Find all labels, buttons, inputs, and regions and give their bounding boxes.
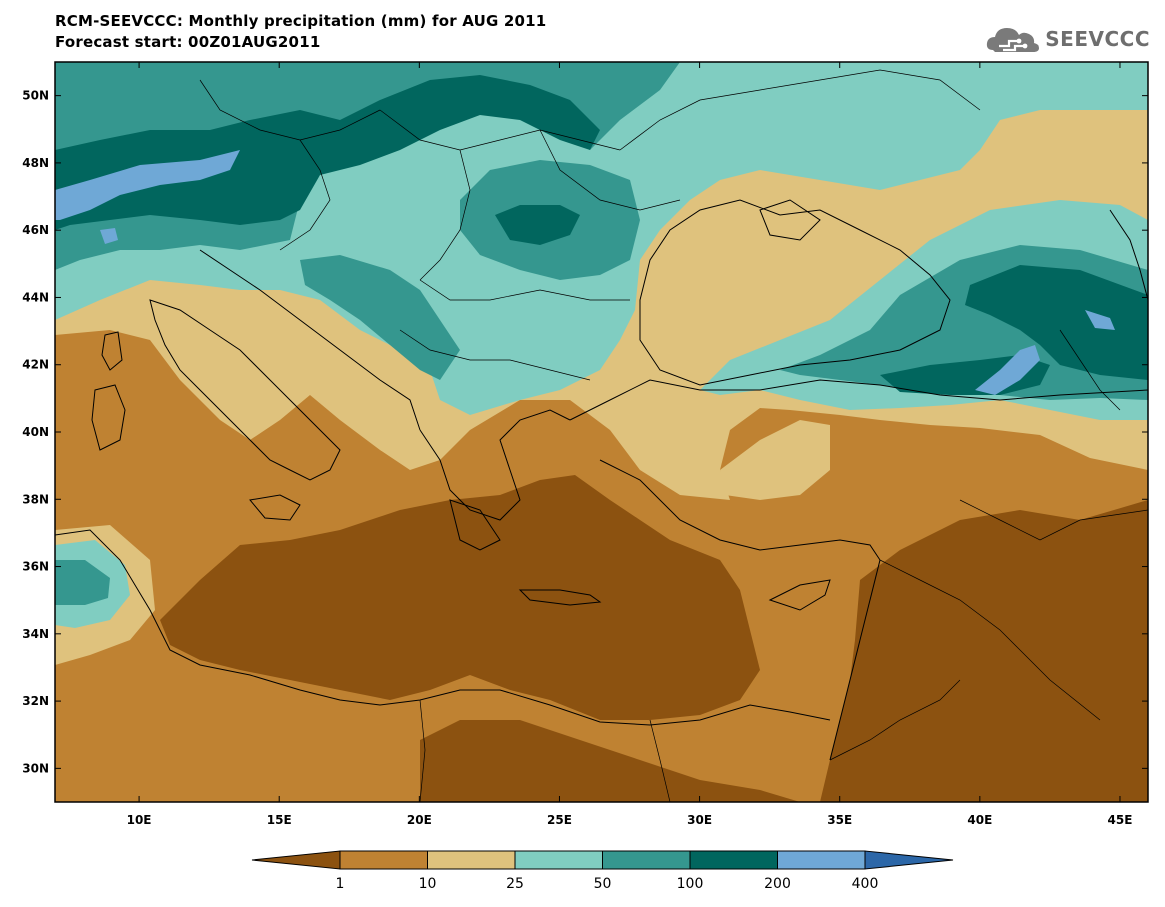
border-8	[619, 69, 981, 151]
border-6	[419, 279, 630, 301]
moderate-patch-anatolia	[720, 420, 830, 500]
cloud-icon	[987, 28, 1040, 52]
coastline-turkey-south	[599, 459, 881, 561]
country-borders	[199, 69, 1148, 802]
coastline-sicily	[249, 494, 301, 521]
logo-text: SEEVCCC	[1045, 27, 1150, 51]
lat-tick-label: 50N	[22, 89, 49, 103]
very-dry-region-mediterranean	[160, 475, 760, 720]
forecast-start-label: Forecast start: 00Z01AUG2011	[55, 33, 321, 51]
lat-tick-label: 46N	[22, 223, 49, 237]
coastline-corsica	[101, 331, 123, 371]
lat-tick-label: 36N	[22, 560, 49, 574]
colorbar-level-label: 1	[336, 876, 345, 892]
precipitation-field	[55, 62, 1148, 802]
very-wet-region	[55, 75, 600, 230]
lat-tick-label: 34N	[22, 627, 49, 641]
map-title: RCM-SEEVCCC: Monthly precipitation (mm) …	[55, 12, 547, 30]
colorbar-box	[689, 850, 778, 870]
extreme-region-alps	[55, 150, 240, 220]
wetter-region-balkan	[300, 255, 460, 380]
colorbar-box	[602, 850, 691, 870]
coastline-cyprus	[768, 579, 831, 611]
lon-tick-label: 25E	[547, 813, 572, 827]
coastline-peloponnese	[449, 499, 501, 551]
lat-tick-label: 42N	[22, 358, 49, 372]
coastline-italy	[149, 299, 341, 481]
longitude-axis: 10E 15E 20E 25E 30E 35E 40E 45E	[127, 62, 1133, 827]
colorbar-arrow-left	[251, 850, 341, 870]
colorbar: 1 10 25 50 100 200 400	[251, 850, 954, 892]
border-3	[379, 109, 621, 151]
border-13	[649, 719, 671, 802]
coastline-adriatic	[199, 249, 421, 431]
border-4	[419, 149, 471, 281]
colorbar-box	[427, 850, 516, 870]
colorbar-level-label: 10	[419, 876, 437, 892]
lat-tick-label: 32N	[22, 694, 49, 708]
very-dry-region-middle-east	[820, 500, 1148, 802]
lat-tick-label: 38N	[22, 492, 49, 506]
colorbar-level-label: 50	[594, 876, 612, 892]
lat-tick-label: 44N	[22, 290, 49, 304]
border-1	[199, 79, 381, 141]
coastline-crimea	[759, 199, 821, 241]
very-wet-region-carpathian	[495, 205, 580, 245]
colorbar-box	[339, 850, 428, 870]
coastline-caspian	[1109, 209, 1148, 301]
border-11	[959, 499, 1148, 541]
lon-tick-label: 35E	[827, 813, 852, 827]
lon-tick-label: 20E	[407, 813, 432, 827]
lat-tick-label: 30N	[22, 761, 49, 775]
border-10	[879, 559, 1101, 721]
lon-tick-label: 10E	[127, 813, 152, 827]
latitude-axis: 50N 48N 46N 44N 42N 40N 38N 36N 34N 32N 30N	[22, 89, 1148, 775]
coastline-turkey	[569, 379, 1148, 421]
colorbar-level-label: 100	[677, 876, 704, 892]
colorbar-level-label: 25	[506, 876, 524, 892]
coastline-north-africa	[55, 529, 831, 726]
border-2	[279, 139, 331, 251]
coastline-crete	[518, 589, 602, 606]
border-7	[399, 329, 591, 381]
coastline-sardinia	[91, 384, 126, 451]
lat-tick-label: 48N	[22, 156, 49, 170]
lat-tick-label: 40N	[22, 425, 49, 439]
colorbar-arrow-right	[864, 850, 954, 870]
very-dry-region-egypt	[420, 720, 800, 802]
wetter-core-libya	[55, 560, 110, 605]
colorbar-level-label: 200	[764, 876, 791, 892]
colorbar-box	[777, 850, 866, 870]
coastlines	[55, 199, 1148, 761]
extreme-region-caucasus-small	[1085, 310, 1115, 330]
lon-tick-label: 15E	[267, 813, 292, 827]
coastline-levant	[829, 559, 881, 761]
seevccc-logo: SEEVCCC	[985, 22, 1150, 56]
border-12	[829, 679, 961, 761]
coastline-greece	[419, 409, 571, 521]
very-wet-region-caucasus	[965, 265, 1148, 380]
lon-tick-label: 30E	[687, 813, 712, 827]
border-14	[419, 699, 426, 802]
coastline-black-sea	[639, 199, 951, 386]
lon-tick-label: 40E	[967, 813, 992, 827]
extreme-region-alps-small	[100, 228, 118, 244]
border-9	[1059, 329, 1121, 411]
lon-tick-label: 45E	[1108, 813, 1133, 827]
border-5	[539, 129, 681, 211]
colorbar-level-label: 400	[852, 876, 879, 892]
colorbar-box	[514, 850, 603, 870]
extreme-region-caucasus	[975, 345, 1040, 395]
